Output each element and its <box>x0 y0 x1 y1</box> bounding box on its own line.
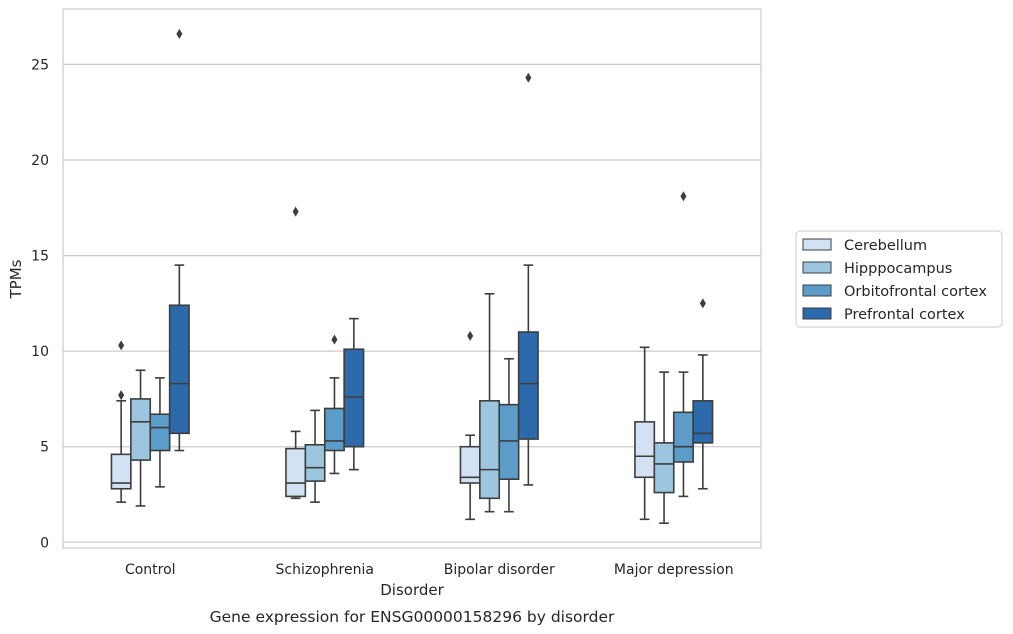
box-body <box>149 413 171 452</box>
box-body <box>323 407 345 452</box>
box-groups <box>110 28 714 524</box>
box-1-2 <box>323 334 345 475</box>
box-2-1 <box>479 292 501 513</box>
box-body <box>343 348 365 448</box>
y-tick-label: 15 <box>31 249 49 265</box>
y-tick-label: 0 <box>40 535 49 551</box>
box-2-2 <box>498 357 520 513</box>
box-1-3 <box>343 317 365 471</box>
outlier-point <box>118 390 125 401</box>
box-2-0 <box>459 330 481 521</box>
chart-caption: Gene expression for ENSG00000158296 by d… <box>210 608 615 626</box>
box-2-3 <box>517 72 539 486</box>
box-body <box>130 398 152 461</box>
x-tick-label: Major depression <box>614 562 734 578</box>
x-axis-label: Disorder <box>380 581 444 599</box>
legend: Cerebellum Hipppocampus Orbitofrontal cort… <box>795 230 1003 328</box>
box-body <box>634 421 656 479</box>
box-3-2 <box>672 191 694 498</box>
legend-swatch <box>802 261 832 274</box>
box-0-1 <box>130 369 152 507</box>
x-tick-label: Schizophrenia <box>276 562 374 578</box>
box-3-1 <box>653 371 675 524</box>
outlier-point <box>292 206 299 217</box>
outlier-point <box>176 28 183 39</box>
outlier-point <box>699 298 706 309</box>
outlier-point <box>525 72 532 83</box>
box-body <box>692 400 714 444</box>
legend-swatch <box>802 307 832 320</box>
outlier-point <box>118 340 125 351</box>
box-body <box>653 442 675 494</box>
box-body <box>672 411 694 463</box>
box-body <box>498 403 520 480</box>
box-body <box>304 443 326 482</box>
legend-label: Cerebellum <box>844 238 927 254</box>
y-axis-label: TPMs <box>7 259 25 299</box>
legend-label: Hipppocampus <box>844 261 952 277</box>
box-body <box>285 447 307 498</box>
box-0-3 <box>168 28 190 452</box>
box-3-3 <box>692 298 714 490</box>
box-1-0 <box>285 206 307 500</box>
outlier-point <box>467 330 474 341</box>
y-tick-label: 5 <box>40 440 49 456</box>
outlier-point <box>331 334 338 345</box>
box-3-0 <box>634 346 656 521</box>
y-ticks: 0 5 10 15 20 25 <box>31 57 49 551</box>
box-body <box>110 453 132 490</box>
box-0-2 <box>149 377 171 488</box>
legend-label: Prefrontal cortex <box>844 307 965 323</box>
legend-label: Orbitofrontal cortex <box>844 284 987 300</box>
plot-frame <box>62 8 762 549</box>
box-1-1 <box>304 409 326 503</box>
outlier-point <box>680 191 687 202</box>
box-body <box>479 400 501 500</box>
y-tick-label: 20 <box>31 153 49 169</box>
box-body <box>168 304 190 435</box>
y-tick-label: 25 <box>31 57 49 73</box>
x-tick-label: Bipolar disorder <box>444 562 555 578</box>
legend-swatch <box>802 238 832 251</box>
x-ticks: Control Schizophrenia Bipolar disorder Majo… <box>125 562 734 578</box>
legend-frame <box>795 230 1003 328</box>
y-tick-label: 10 <box>31 344 49 360</box>
x-tick-label: Control <box>125 562 176 578</box>
box-0-0 <box>110 340 132 503</box>
box-body <box>517 331 539 440</box>
legend-swatch <box>802 284 832 297</box>
